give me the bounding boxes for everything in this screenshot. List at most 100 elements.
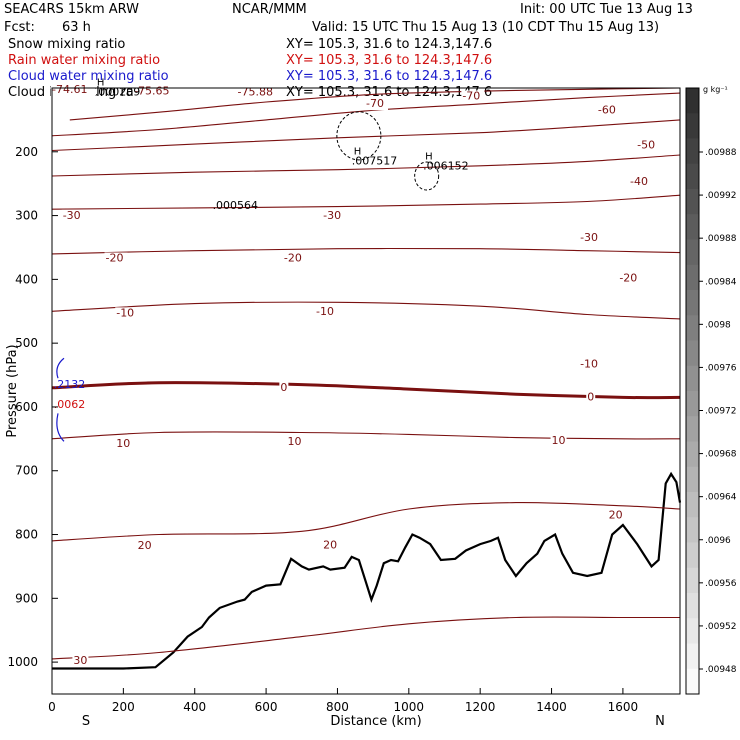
x-tick-label: 200 <box>112 700 135 714</box>
colorbar-label: .00988 <box>705 148 737 158</box>
y-tick-label: 500 <box>15 336 38 350</box>
y-tick-label: 900 <box>15 591 38 605</box>
colorbar-label: .00948 <box>705 665 737 675</box>
contour-label: -70 <box>462 89 480 102</box>
isotherm-line <box>51 247 681 255</box>
x-axis-label: Distance (km) <box>330 714 421 729</box>
colorbar-swatch <box>686 88 699 114</box>
colorbar-swatch <box>686 189 699 215</box>
valid-time: Valid: 15 UTC Thu 15 Aug 13 (10 CDT Thu … <box>312 20 660 35</box>
colorbar-swatch <box>686 567 699 594</box>
colorbar-swatch <box>686 618 699 644</box>
colorbar-unit: g kg⁻¹ <box>703 85 728 94</box>
contour-label: -30 <box>63 209 81 222</box>
colorbar-swatch <box>686 264 699 291</box>
colorbar-label: .00984 <box>705 277 737 287</box>
contour-label-bg <box>607 509 624 522</box>
colorbar-swatch <box>686 416 699 442</box>
colorbar-swatch <box>686 365 699 392</box>
isotherm-line <box>69 87 681 121</box>
colorbar-swatch <box>686 290 699 316</box>
contour-label-bg <box>279 382 289 394</box>
max-marker-value: .0062 <box>54 398 85 411</box>
x-tick-label: 0 <box>48 700 56 714</box>
colorbar-label: .00964 <box>705 493 737 503</box>
cloud-water-outline <box>56 357 65 442</box>
legend-field-label: Cloud water mixing ratio <box>8 69 169 84</box>
max-marker-value: .000209 <box>95 86 140 99</box>
isotherm-line <box>51 92 681 137</box>
max-marker-symbol: H <box>97 78 105 89</box>
x-tick-label: 1200 <box>465 700 496 714</box>
colorbar-swatch <box>686 340 699 367</box>
contour-label: -50 <box>637 139 655 152</box>
contour-label: 10 <box>116 437 130 450</box>
isotherm-line <box>51 501 681 542</box>
plot-frame <box>51 87 681 695</box>
contour-label: -60 <box>598 104 616 117</box>
y-tick-label: 800 <box>15 528 38 542</box>
isotherm-line <box>51 154 681 177</box>
colorbar-swatch <box>686 466 699 493</box>
colorbar-swatch <box>686 214 699 240</box>
colorbar-swatch <box>686 391 699 417</box>
isotherm-line <box>51 194 681 210</box>
colorbar-swatch <box>686 138 699 165</box>
colorbar-swatch <box>686 517 699 543</box>
org-label: NCAR/MMM <box>232 2 307 17</box>
max-marker-symbol: H <box>354 147 362 158</box>
terrain-line <box>52 471 682 670</box>
contour-label: 0 <box>587 391 594 404</box>
legend-xy-label: XY= 105.3, 31.6 to 124.3,147.6 <box>286 53 493 68</box>
colorbar-swatch <box>686 315 699 341</box>
x-tick-label: 400 <box>183 700 206 714</box>
y-tick-label: 300 <box>15 209 38 223</box>
cloud-blob-outline <box>336 111 382 161</box>
contour-label-bg <box>136 540 153 553</box>
y-axis-label: Pressure (hPa) <box>5 344 20 437</box>
colorbar-swatch <box>686 113 699 139</box>
contour-label-bg <box>72 655 89 668</box>
max-marker-value: .2132 <box>54 378 85 391</box>
contour-label-bg <box>322 209 346 222</box>
cloud-blob-outline <box>414 161 440 191</box>
contour-label: -10 <box>316 305 334 318</box>
contour-label-bg <box>586 391 596 404</box>
contour-label-bg <box>104 252 128 265</box>
contour-label-bg <box>618 272 642 285</box>
contour-label: -10 <box>116 306 134 319</box>
contour-label: -40 <box>630 175 648 188</box>
x-tick-label: 800 <box>326 700 349 714</box>
contour-label: 30 <box>73 654 87 667</box>
colorbar-swatch <box>686 239 699 266</box>
max-marker-symbol: H <box>425 152 433 163</box>
contour-label-bg <box>636 139 660 152</box>
colorbar-swatch <box>686 163 699 190</box>
colorbar-swatch <box>686 441 699 468</box>
contour-label: 10 <box>552 434 566 447</box>
y-tick-label: 400 <box>15 272 38 286</box>
contour-label: -74.61 <box>52 83 87 96</box>
legend-xy-label: XY= 105.3, 31.6 to 124.3,147.6 <box>286 69 493 84</box>
contour-label-bg <box>115 438 132 451</box>
init-time: Init: 00 UTC Tue 13 Aug 13 <box>520 2 693 17</box>
contour-label-bg <box>579 232 603 245</box>
contour-label: 20 <box>138 539 152 552</box>
isotherm-line <box>51 381 681 400</box>
max-marker-value: .000564 <box>213 199 259 212</box>
contour-label-bg <box>51 84 95 97</box>
model-title: SEAC4RS 15km ARW <box>4 2 140 17</box>
contour-label: -10 <box>580 357 598 370</box>
colorbar-label: .00956 <box>705 579 737 589</box>
contour-label-bg <box>282 252 306 265</box>
legend-field-label: Rain water mixing ratio <box>8 53 161 68</box>
colorbar-swatch <box>686 492 699 518</box>
fcst-value: 63 h <box>62 20 91 35</box>
isotherm-line <box>51 616 680 660</box>
y-tick-label: 600 <box>15 400 38 414</box>
contour-label-bg <box>461 90 485 103</box>
max-marker-value: .006152 <box>423 160 469 173</box>
fcst-label: Fcst: <box>4 20 35 35</box>
contour-label-bg <box>315 306 339 319</box>
colorbar-label: .00952 <box>705 622 737 632</box>
